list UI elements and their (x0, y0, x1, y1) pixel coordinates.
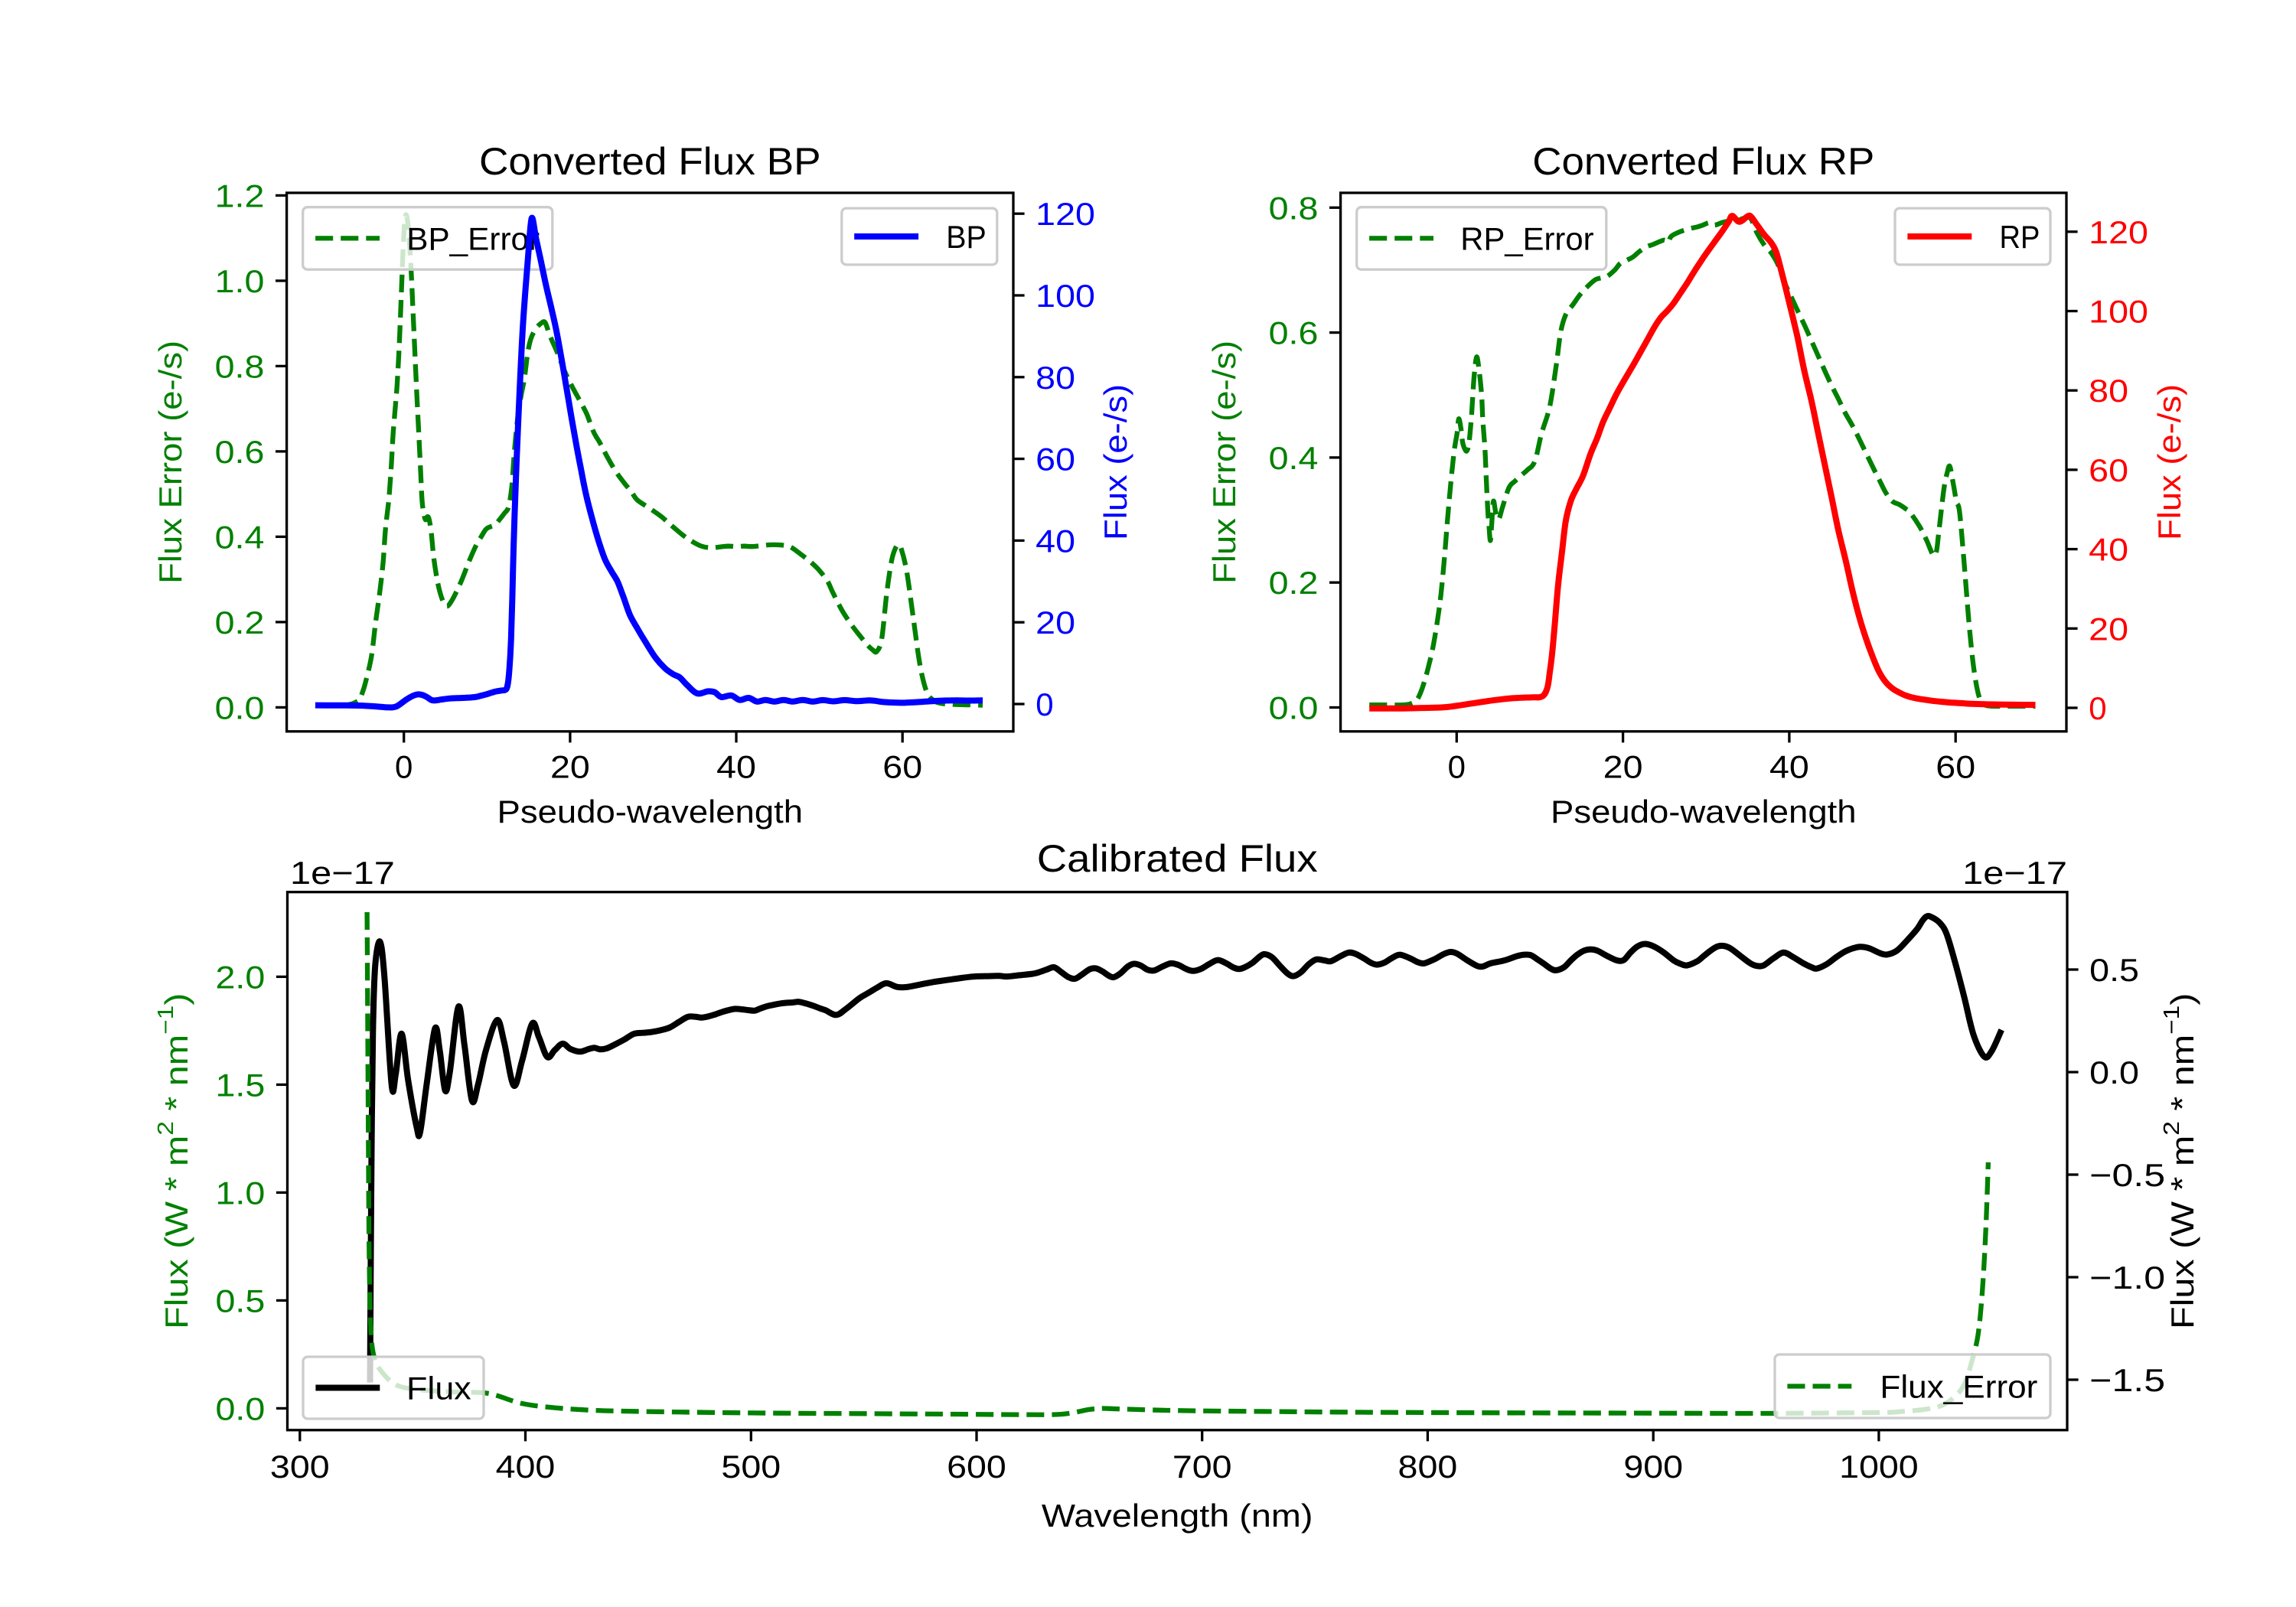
svg-text:1e−17: 1e−17 (290, 855, 395, 891)
svg-text:RP_Error: RP_Error (1460, 220, 1593, 256)
svg-text:700: 700 (1172, 1449, 1232, 1485)
svg-text:BP_Error: BP_Error (406, 220, 540, 256)
svg-text:600: 600 (947, 1449, 1006, 1485)
svg-text:60: 60 (1936, 748, 1975, 784)
svg-text:40: 40 (2089, 532, 2128, 568)
svg-text:800: 800 (1398, 1449, 1458, 1485)
svg-text:RP: RP (2000, 219, 2040, 255)
svg-text:0.6: 0.6 (215, 434, 265, 470)
svg-text:1.2: 1.2 (215, 178, 265, 214)
svg-text:Pseudo-wavelength: Pseudo-wavelength (497, 794, 804, 830)
svg-text:80: 80 (2089, 373, 2128, 409)
svg-text:0: 0 (395, 748, 413, 784)
svg-text:1.0: 1.0 (215, 263, 265, 299)
svg-text:−0.5: −0.5 (2089, 1157, 2165, 1193)
svg-text:120: 120 (1035, 196, 1095, 232)
svg-text:0: 0 (1448, 748, 1466, 784)
svg-text:80: 80 (1035, 360, 1075, 396)
svg-text:100: 100 (1035, 278, 1095, 314)
svg-text:60: 60 (2089, 452, 2128, 488)
svg-text:Flux (e-/s): Flux (e-/s) (2151, 384, 2187, 540)
svg-text:0.2: 0.2 (215, 605, 265, 641)
svg-text:0.0: 0.0 (1269, 690, 1319, 726)
svg-text:300: 300 (270, 1449, 330, 1485)
svg-text:900: 900 (1623, 1449, 1683, 1485)
svg-text:Flux (e-/s): Flux (e-/s) (1097, 384, 1133, 540)
svg-text:Flux Error (e-/s): Flux Error (e-/s) (152, 341, 188, 584)
svg-text:0.0: 0.0 (215, 689, 265, 725)
svg-text:60: 60 (1035, 442, 1075, 478)
svg-text:400: 400 (496, 1449, 556, 1485)
svg-text:Converted Flux RP: Converted Flux RP (1532, 140, 1874, 183)
svg-text:1000: 1000 (1839, 1449, 1919, 1485)
svg-text:1.0: 1.0 (216, 1175, 266, 1211)
svg-text:120: 120 (2089, 214, 2148, 250)
svg-text:Flux: Flux (406, 1371, 471, 1407)
svg-text:40: 40 (716, 748, 756, 784)
svg-text:0.0: 0.0 (216, 1390, 266, 1426)
svg-text:BP: BP (946, 219, 987, 255)
svg-text:40: 40 (1769, 748, 1809, 784)
svg-text:1.5: 1.5 (216, 1067, 266, 1103)
svg-text:Flux Error (e-/s): Flux Error (e-/s) (1206, 341, 1242, 584)
svg-text:0.4: 0.4 (215, 519, 265, 555)
svg-text:0.6: 0.6 (1269, 315, 1319, 351)
svg-text:0.5: 0.5 (216, 1283, 266, 1319)
svg-text:2.0: 2.0 (216, 959, 266, 995)
svg-text:20: 20 (550, 748, 590, 784)
svg-text:20: 20 (2089, 611, 2128, 647)
svg-text:0.5: 0.5 (2089, 952, 2139, 988)
svg-text:Flux (W * m2 * nm−1): Flux (W * m2 * nm−1) (2159, 993, 2200, 1329)
svg-text:0.4: 0.4 (1269, 440, 1319, 476)
svg-text:0.8: 0.8 (1269, 190, 1319, 226)
svg-text:100: 100 (2089, 294, 2148, 330)
svg-text:20: 20 (1603, 748, 1643, 784)
svg-text:−1.5: −1.5 (2089, 1362, 2165, 1398)
svg-text:40: 40 (1035, 523, 1075, 559)
svg-text:0.2: 0.2 (1269, 565, 1319, 601)
svg-text:Pseudo-wavelength: Pseudo-wavelength (1551, 794, 1857, 830)
svg-text:Calibrated Flux: Calibrated Flux (1037, 837, 1318, 880)
svg-text:Flux_Error: Flux_Error (1880, 1369, 2037, 1405)
svg-text:0.0: 0.0 (2089, 1054, 2139, 1090)
svg-text:−1.0: −1.0 (2089, 1260, 2165, 1296)
svg-text:0: 0 (2089, 690, 2106, 726)
svg-text:500: 500 (721, 1449, 781, 1485)
svg-text:0.8: 0.8 (215, 348, 265, 384)
svg-text:1e−17: 1e−17 (1962, 855, 2067, 891)
svg-text:60: 60 (882, 748, 922, 784)
svg-text:Flux (W * m2 * nm−1): Flux (W * m2 * nm−1) (153, 993, 194, 1329)
svg-text:Converted Flux BP: Converted Flux BP (479, 140, 821, 183)
svg-text:0: 0 (1035, 686, 1053, 722)
svg-text:20: 20 (1035, 605, 1075, 641)
svg-text:Wavelength (nm): Wavelength (nm) (1042, 1498, 1313, 1534)
